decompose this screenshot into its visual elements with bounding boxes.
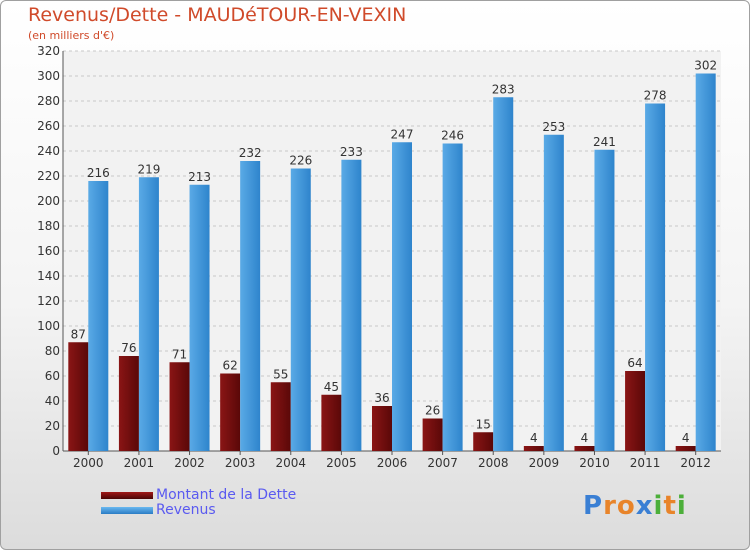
- bar-debt: [574, 446, 595, 451]
- y-tick-label: 260: [37, 119, 60, 133]
- legend-swatch-revenue: [101, 507, 153, 514]
- y-tick-label: 40: [45, 394, 60, 408]
- bar-debt: [372, 406, 392, 451]
- logo-letter: x: [635, 491, 654, 521]
- data-label-debt: 4: [682, 431, 690, 445]
- data-label-revenue: 232: [239, 146, 262, 160]
- data-label-revenue: 278: [644, 89, 667, 103]
- logo-letter: t: [663, 491, 677, 521]
- y-tick-label: 20: [45, 419, 60, 433]
- x-tick-label: 2001: [124, 456, 155, 470]
- data-label-revenue: 246: [441, 129, 464, 143]
- y-tick-label: 200: [37, 194, 60, 208]
- data-label-revenue: 226: [289, 154, 312, 168]
- bar-debt: [523, 446, 544, 451]
- y-tick-label: 100: [37, 319, 60, 333]
- bar-revenue: [290, 168, 311, 451]
- data-label-debt: 55: [273, 367, 288, 381]
- legend-label-revenue: Revenus: [156, 502, 216, 518]
- proxiti-logo: Proxiti: [583, 491, 687, 521]
- data-label-debt: 36: [374, 391, 389, 405]
- data-label-debt: 87: [71, 327, 86, 341]
- data-label-debt: 26: [425, 404, 440, 418]
- logo-letter: r: [603, 491, 617, 521]
- data-label-debt: 62: [223, 359, 238, 373]
- bar-debt: [220, 373, 241, 451]
- data-label-debt: 64: [627, 356, 642, 370]
- bar-debt: [270, 382, 291, 451]
- data-label-debt: 4: [581, 431, 589, 445]
- y-tick-label: 280: [37, 94, 60, 108]
- chart-title: Revenus/Dette - MAUDéTOUR-EN-VEXIN: [28, 4, 407, 26]
- y-tick-label: 300: [37, 69, 60, 83]
- legend-swatch-debt: [101, 492, 153, 499]
- bar-debt: [169, 362, 190, 451]
- data-label-revenue: 283: [492, 82, 515, 96]
- logo-letter: o: [616, 491, 636, 521]
- bar-revenue: [543, 134, 564, 451]
- y-tick-label: 0: [52, 444, 60, 458]
- logo-letter: P: [583, 491, 604, 521]
- x-tick-label: 2005: [326, 456, 357, 470]
- bar-revenue: [493, 97, 514, 451]
- x-tick-label: 2003: [225, 456, 256, 470]
- y-tick-label: 140: [37, 269, 60, 283]
- x-tick-label: 2007: [427, 456, 458, 470]
- bar-debt: [422, 418, 443, 451]
- bar-revenue: [88, 181, 109, 451]
- data-label-revenue: 216: [87, 166, 110, 180]
- y-tick-label: 220: [37, 169, 60, 183]
- x-tick-label: 2000: [73, 456, 104, 470]
- bar-debt: [321, 394, 342, 451]
- x-tick-label: 2002: [174, 456, 205, 470]
- bar-revenue: [138, 177, 159, 451]
- bar-debt: [68, 342, 89, 451]
- data-label-revenue: 219: [137, 162, 160, 176]
- logo-letter: i: [653, 491, 664, 521]
- bar-revenue: [392, 142, 412, 451]
- data-label-debt: 45: [324, 380, 339, 394]
- y-tick-label: 240: [37, 144, 60, 158]
- x-tick-label: 2004: [275, 456, 306, 470]
- x-tick-label: 2008: [478, 456, 509, 470]
- data-label-debt: 4: [530, 431, 538, 445]
- bar-debt: [625, 371, 646, 451]
- y-tick-label: 60: [45, 369, 60, 383]
- data-label-debt: 76: [121, 341, 136, 355]
- bar-debt: [675, 446, 696, 451]
- chart-subtitle: (en milliers d'€): [28, 29, 115, 42]
- bar-revenue: [240, 161, 261, 451]
- data-label-revenue: 213: [188, 170, 211, 184]
- bar-debt: [473, 432, 494, 451]
- y-tick-label: 80: [45, 344, 60, 358]
- x-tick-label: 2010: [579, 456, 610, 470]
- y-tick-label: 120: [37, 294, 60, 308]
- data-label-revenue: 233: [340, 145, 363, 159]
- y-tick-label: 180: [37, 219, 60, 233]
- data-label-revenue: 241: [593, 135, 616, 149]
- x-tick-label: 2006: [377, 456, 408, 470]
- bar-revenue: [442, 143, 463, 451]
- x-tick-label: 2011: [630, 456, 661, 470]
- y-tick-label: 320: [37, 44, 60, 58]
- data-label-revenue: 253: [542, 120, 565, 134]
- bar-revenue: [695, 73, 716, 451]
- bar-revenue: [341, 159, 362, 451]
- data-label-revenue: 302: [694, 59, 717, 73]
- y-tick-label: 160: [37, 244, 60, 258]
- data-label-debt: 15: [476, 417, 491, 431]
- data-label-debt: 71: [172, 347, 187, 361]
- bar-revenue: [645, 103, 666, 451]
- x-tick-label: 2012: [680, 456, 711, 470]
- x-tick-label: 2009: [529, 456, 560, 470]
- bar-revenue: [594, 149, 615, 451]
- bar-revenue: [189, 184, 210, 451]
- legend-label-debt: Montant de la Dette: [156, 487, 297, 503]
- logo-letter: i: [676, 491, 687, 521]
- bar-debt: [118, 356, 139, 451]
- data-label-revenue: 247: [391, 127, 414, 141]
